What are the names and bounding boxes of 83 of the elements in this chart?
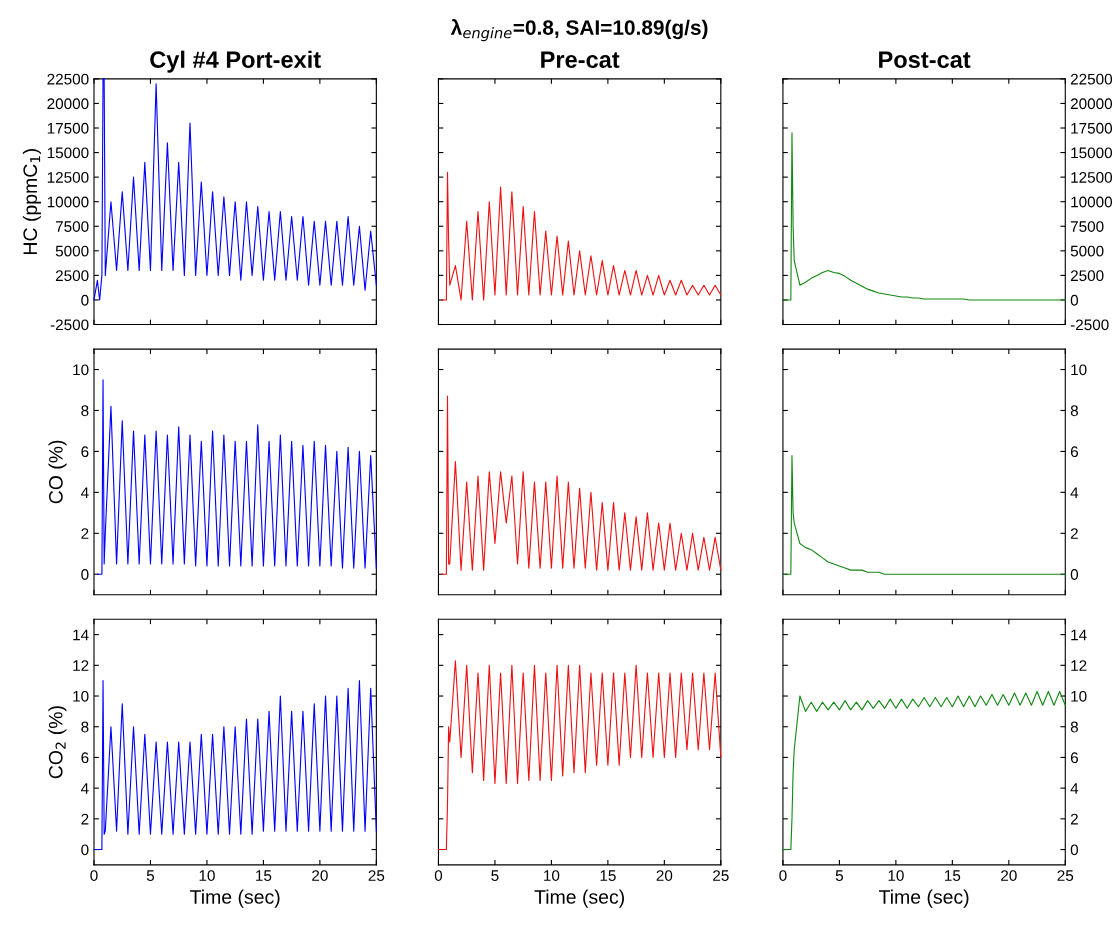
y-tick-label: 5000 — [55, 245, 89, 257]
x-tick-label: 5 — [491, 870, 499, 881]
y-tick-label: 6 — [81, 752, 89, 764]
line-series — [96, 379, 377, 575]
y-tick-label: 15000 — [47, 147, 89, 159]
y-tick-label: -2500 — [50, 319, 89, 331]
line-series — [782, 132, 1066, 301]
y-tick-label: 4 — [1070, 487, 1079, 498]
y-tick-label: 2 — [1070, 813, 1078, 825]
y-tick-label: 10 — [1071, 364, 1087, 376]
y-tick-label: 4 — [80, 487, 89, 498]
y-tick-label: 0 — [81, 844, 89, 856]
y-tick-label: 12 — [73, 660, 89, 671]
x-axis-title: Time (sec) — [534, 889, 624, 908]
x-axis-title: Time (sec) — [190, 889, 280, 908]
y-tick-label: 7500 — [55, 221, 89, 232]
x-tick-label: 0 — [434, 870, 443, 881]
x-tick-label: 20 — [312, 870, 328, 881]
y-tick-label: 15000 — [1071, 147, 1113, 159]
x-tick-label: 10 — [888, 870, 904, 881]
x-axis-title: Time (sec) — [879, 889, 969, 908]
y-tick-label: 12 — [1071, 660, 1087, 671]
x-tick-label: 5 — [146, 870, 155, 881]
x-tick-label: 10 — [544, 870, 560, 881]
y-axis-title: HC (ppmC$_{1}$) — [22, 149, 41, 254]
x-tick-label: 5 — [835, 870, 844, 881]
y-tick-label: 0 — [81, 294, 89, 306]
x-tick-label: 25 — [1057, 870, 1074, 881]
x-tick-label: 0 — [90, 870, 98, 881]
x-tick-label: 25 — [713, 870, 729, 881]
y-tick-label: 8 — [81, 721, 89, 733]
y-tick-label: 17500 — [47, 122, 89, 134]
y-tick-label: 17500 — [1071, 122, 1113, 134]
y-tick-label: 2500 — [1070, 270, 1104, 282]
y-tick-label: 12500 — [47, 172, 89, 183]
y-tick-label: 0 — [1070, 569, 1079, 580]
y-tick-label: 10000 — [1071, 196, 1113, 208]
y-tick-label: 0 — [81, 569, 89, 580]
x-tick-label: 0 — [779, 870, 787, 881]
y-tick-label: 0 — [1070, 844, 1079, 856]
y-tick-label: 5000 — [1070, 245, 1104, 257]
y-tick-label: 14 — [1071, 629, 1087, 641]
y-tick-label: 20000 — [47, 98, 89, 110]
y-tick-label: 10 — [1071, 690, 1087, 702]
line-series — [782, 690, 1066, 851]
y-axis-title: CO (%) — [48, 440, 67, 504]
y-tick-label: 10 — [73, 690, 89, 702]
x-tick-label: 15 — [600, 870, 616, 881]
y-tick-label: 2500 — [55, 270, 89, 282]
y-tick-label: 8 — [81, 405, 89, 417]
y-tick-label: -2500 — [1070, 319, 1109, 331]
y-tick-label: 6 — [1070, 446, 1078, 458]
y-tick-label: 20000 — [1070, 98, 1113, 110]
x-tick-label: 20 — [656, 870, 673, 881]
y-tick-label: 22500 — [1070, 73, 1113, 85]
y-tick-label: 2 — [81, 528, 89, 539]
y-tick-label: 4 — [1070, 783, 1079, 794]
line-series — [782, 454, 1066, 575]
line-series — [93, 680, 377, 851]
x-tick-label: 10 — [199, 870, 215, 881]
x-tick-label: 15 — [945, 870, 961, 881]
chart-subtitle: λ$_{engine}$=0.8, SAI=10.89(g/s) — [450, 19, 708, 42]
y-tick-label: 6 — [81, 446, 89, 458]
y-tick-label: 2 — [1070, 528, 1078, 539]
y-tick-label: 10 — [73, 364, 89, 376]
y-axis-title: CO$_{2}$ (%) — [48, 706, 67, 779]
y-tick-label: 10000 — [47, 196, 89, 208]
y-tick-label: 14 — [73, 629, 89, 641]
y-tick-label: 22500 — [47, 73, 89, 85]
y-tick-label: 4 — [80, 783, 89, 794]
y-tick-label: 2 — [81, 813, 89, 825]
y-tick-label: 0 — [1070, 294, 1079, 306]
chart-title: Pre-cat — [541, 51, 620, 68]
y-tick-label: 12500 — [1071, 172, 1113, 183]
y-tick-label: 7500 — [1070, 221, 1104, 232]
chart-title: Post-cat — [879, 51, 971, 68]
x-tick-label: 15 — [256, 870, 272, 881]
chart-title: Cyl #4 Port-exit — [150, 50, 321, 73]
y-tick-label: 6 — [1070, 752, 1078, 764]
y-tick-label: 8 — [1070, 721, 1078, 733]
y-tick-label: 8 — [1070, 405, 1078, 417]
x-tick-label: 20 — [1001, 870, 1017, 881]
x-tick-label: 25 — [368, 870, 385, 881]
